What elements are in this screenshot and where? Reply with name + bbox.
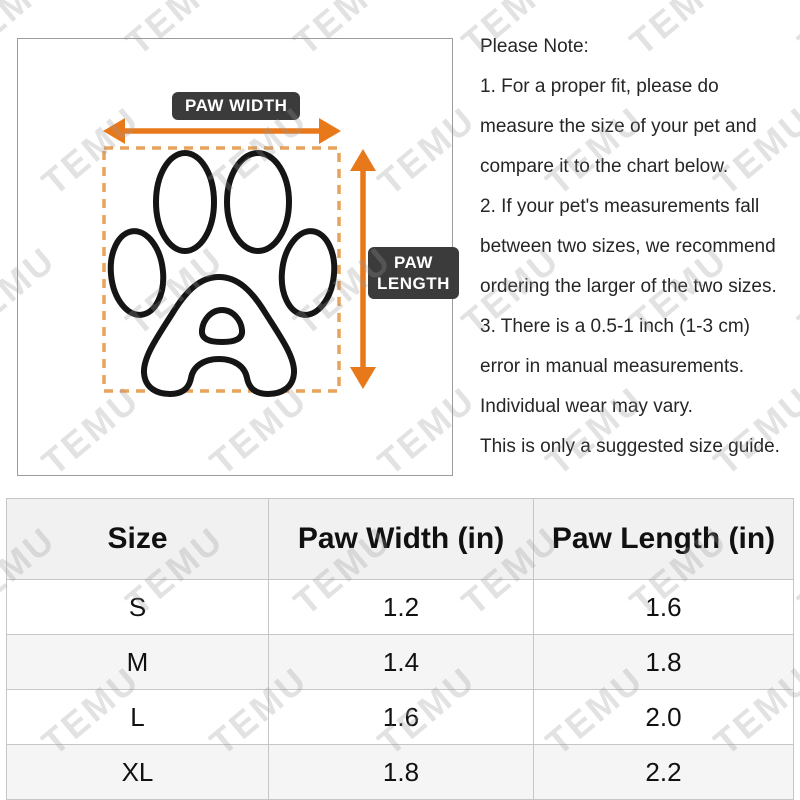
- note-line: between two sizes, we recommend: [480, 236, 776, 257]
- column-header-size: Size: [6, 498, 269, 580]
- note-line: error in manual measurements.: [480, 356, 744, 377]
- note-line: measure the size of your pet and: [480, 116, 757, 137]
- note-line: This is only a suggested size guide.: [480, 436, 780, 457]
- table-row: S 1.2 1.6: [6, 579, 794, 635]
- paw-width-label: PAW WIDTH: [172, 92, 301, 120]
- paw-diagram-canvas: [102, 118, 376, 398]
- table-cell-length: 1.8: [533, 634, 794, 690]
- table-cell-length: 2.2: [533, 744, 794, 800]
- table-cell-length: 2.0: [533, 689, 794, 745]
- note-line: 3. There is a 0.5-1 inch (1-3 cm): [480, 316, 750, 337]
- paw-length-label-line1: PAW: [393, 253, 433, 272]
- table-cell-size: S: [6, 579, 269, 635]
- note-line: Individual wear may vary.: [480, 396, 693, 417]
- note-line: 2. If your pet's measurements fall: [480, 196, 760, 217]
- paw-measure-diagram: PAW WIDTH PAW LENGTH: [17, 38, 459, 476]
- paw-length-arrow-icon: [350, 149, 376, 389]
- note-line: Please Note:: [480, 36, 589, 57]
- table-row: L 1.6 2.0: [6, 689, 794, 745]
- note-line: compare it to the chart below.: [480, 156, 729, 177]
- table-cell-size: L: [6, 689, 269, 745]
- paw-width-arrow-icon: [103, 118, 341, 144]
- table-cell-size: M: [6, 634, 269, 690]
- paw-length-label-line2: LENGTH: [377, 274, 450, 293]
- measure-dashed-box: [102, 146, 341, 393]
- table-cell-length: 1.6: [533, 579, 794, 635]
- column-header-length: Paw Length (in): [533, 498, 794, 580]
- table-header-row: Size Paw Width (in) Paw Length (in): [6, 498, 794, 580]
- table-cell-width: 1.4: [268, 634, 534, 690]
- column-header-width: Paw Width (in): [268, 498, 534, 580]
- table-row: M 1.4 1.8: [6, 634, 794, 690]
- table-cell-width: 1.8: [268, 744, 534, 800]
- please-note-text: Please Note: 1. For a proper fit, please…: [480, 27, 800, 467]
- note-line: ordering the larger of the two sizes.: [480, 276, 777, 297]
- size-chart-table: Size Paw Width (in) Paw Length (in) S 1.…: [6, 498, 794, 800]
- table-cell-size: XL: [6, 744, 269, 800]
- table-cell-width: 1.2: [268, 579, 534, 635]
- table-row: XL 1.8 2.2: [6, 744, 794, 800]
- note-line: 1. For a proper fit, please do: [480, 76, 719, 97]
- table-cell-width: 1.6: [268, 689, 534, 745]
- paw-length-label: PAW LENGTH: [368, 247, 459, 299]
- paw-print-icon: [107, 150, 338, 398]
